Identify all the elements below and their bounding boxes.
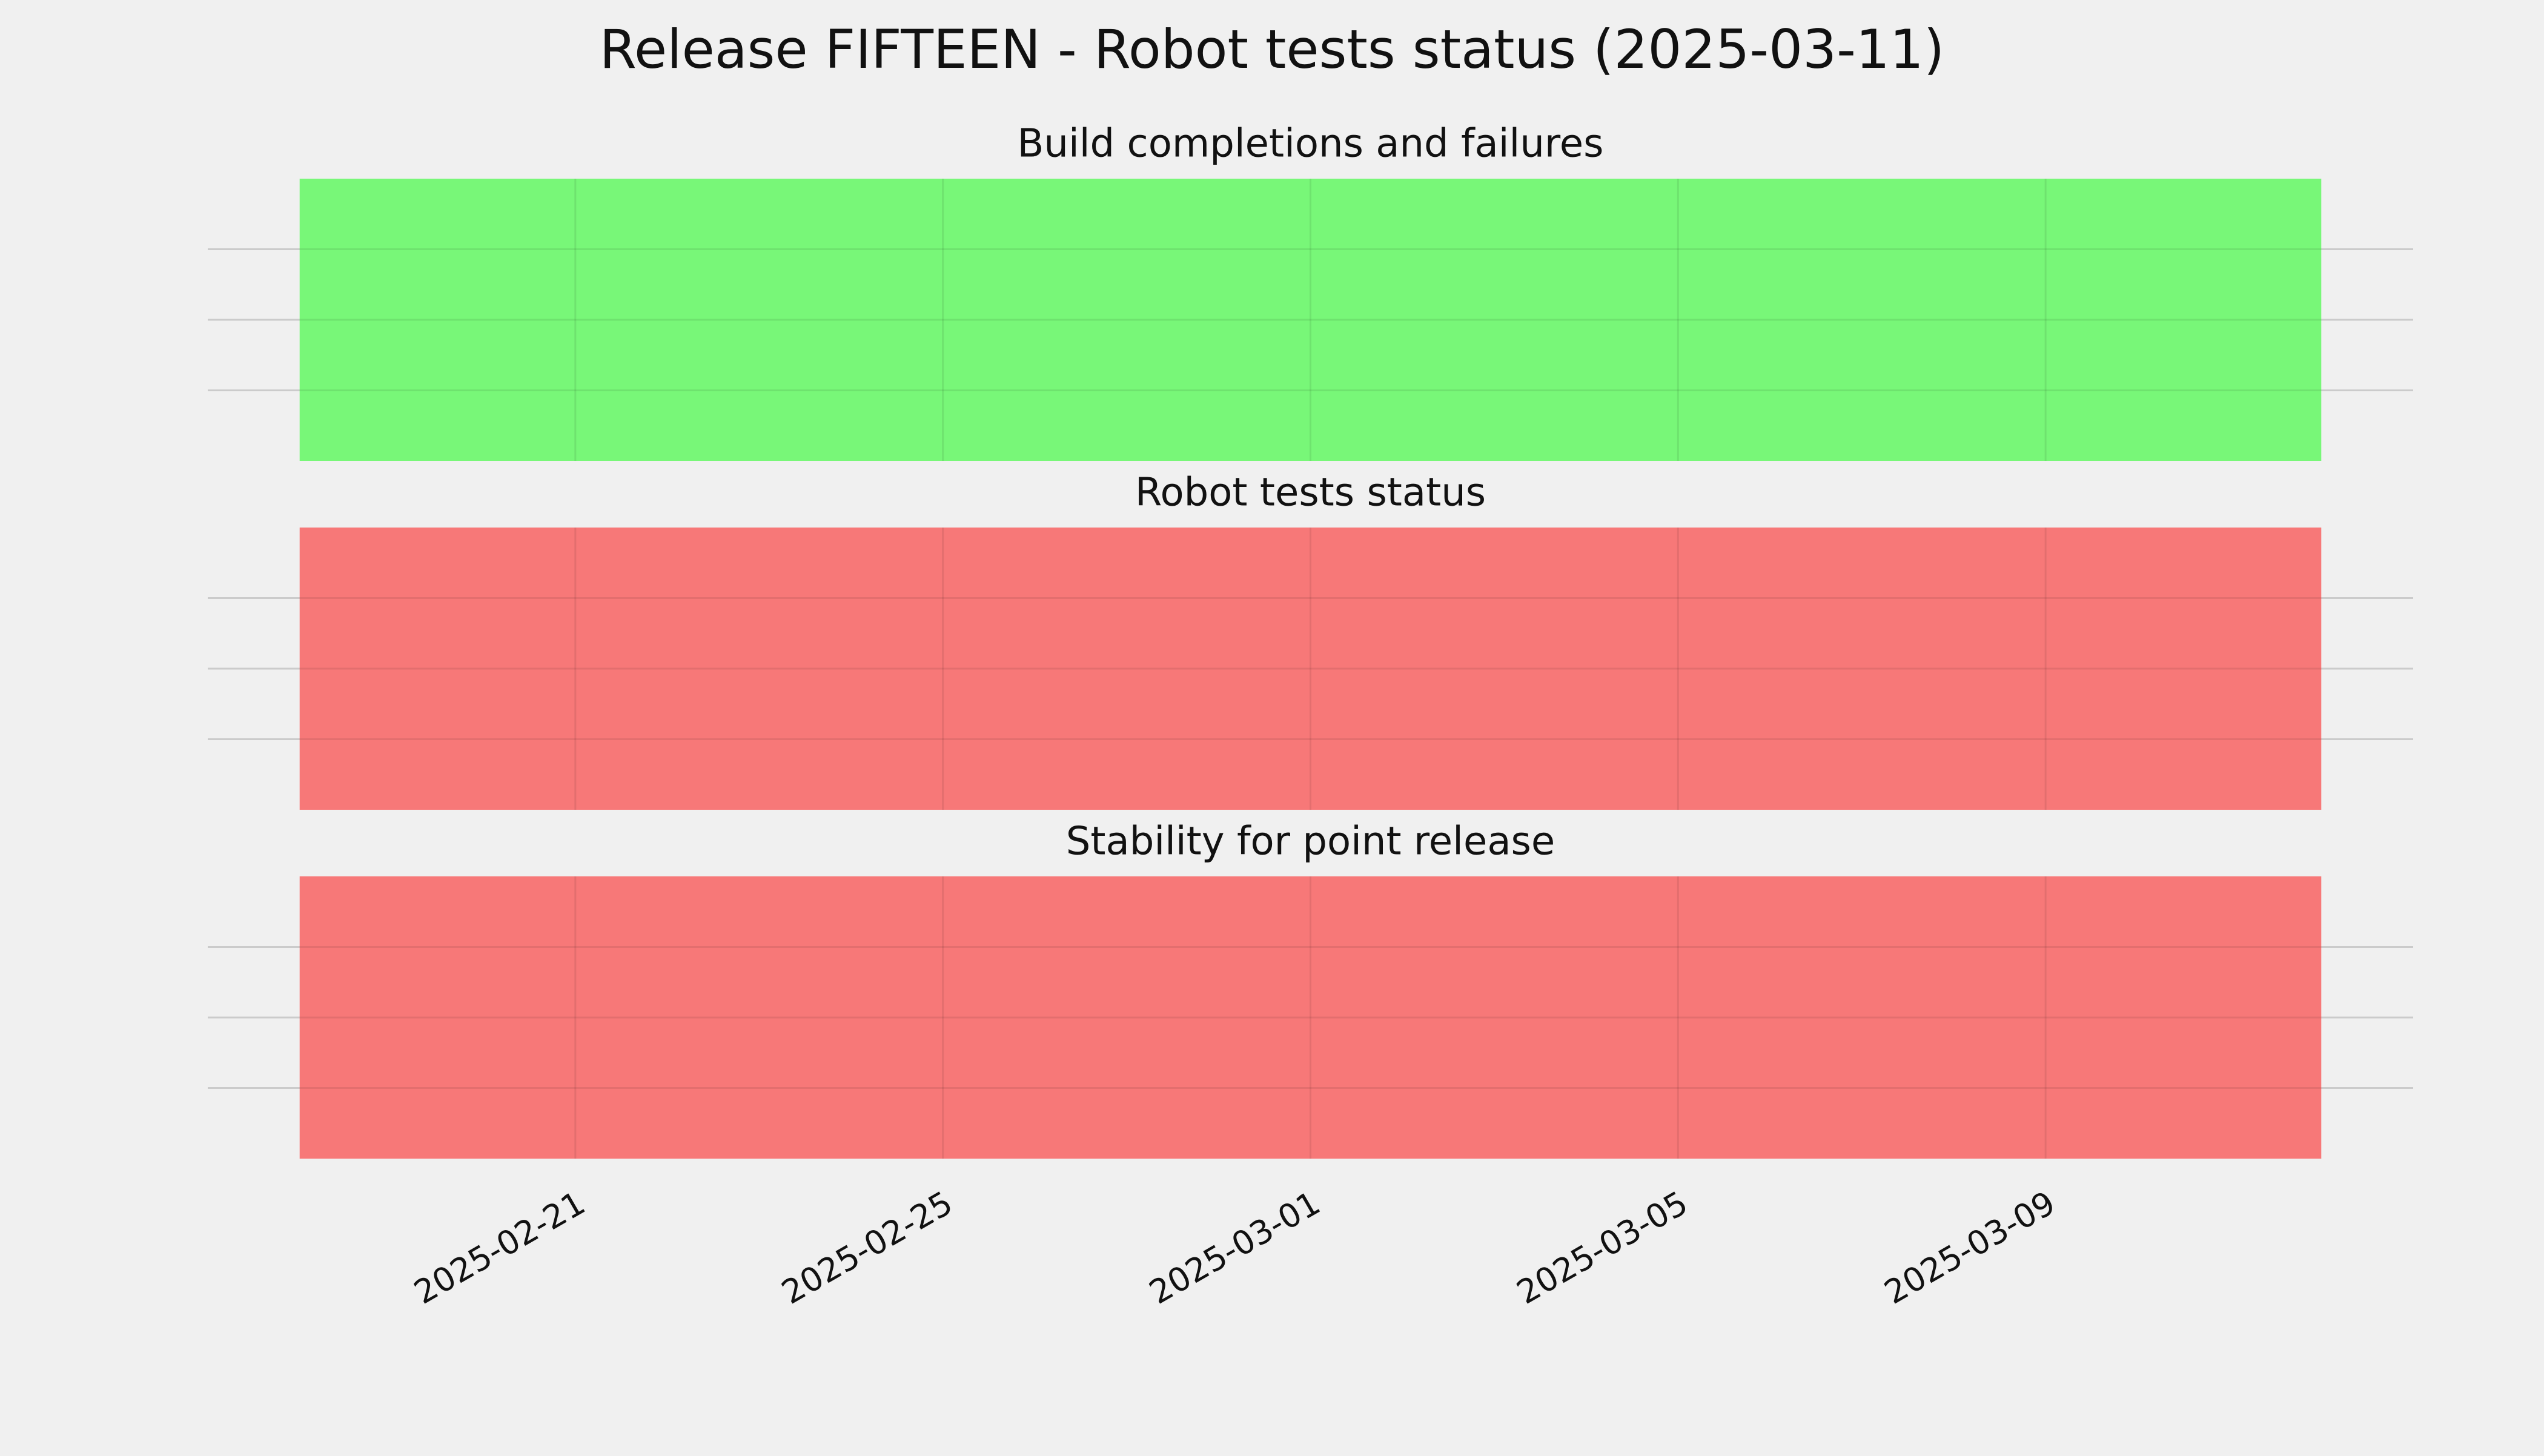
panel-title: Build completions and failures [1018, 122, 1604, 167]
figure-title: Release FIFTEEN - Robot tests status (20… [600, 18, 1944, 81]
panel-title: Stability for point release [1066, 819, 1555, 864]
status-span [299, 876, 2322, 1159]
status-span [299, 528, 2322, 810]
status-span [299, 179, 2322, 461]
panel-title: Robot tests status [1135, 471, 1486, 515]
